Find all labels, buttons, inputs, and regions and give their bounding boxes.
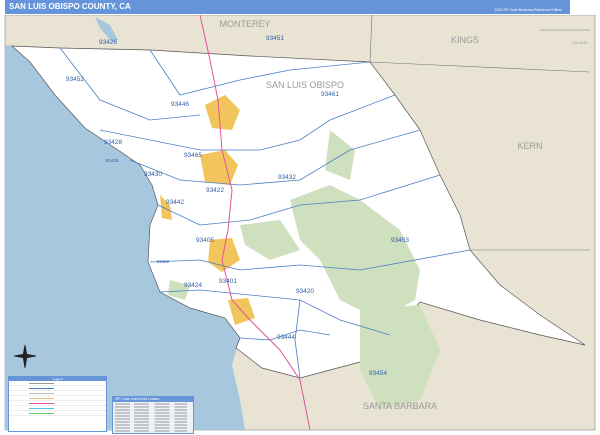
- zip-label: 93454: [369, 370, 387, 377]
- county-labels: MONTEREY KINGS TULARE SAN LUIS OBISPO KE…: [219, 19, 588, 411]
- label-kern: KERN: [517, 141, 542, 151]
- zip-label: 93446: [171, 101, 189, 108]
- publisher-logo: [571, 0, 599, 14]
- map-canvas[interactable]: MONTEREY KINGS TULARE SAN LUIS OBISPO KE…: [0, 15, 600, 435]
- zip-label: 93420: [296, 288, 314, 295]
- zip-label: 93405: [196, 237, 214, 244]
- legend-title: Legend: [9, 377, 106, 381]
- city-areas: [160, 95, 255, 325]
- zip-boundaries: [59, 47, 471, 379]
- zip-index-grid-locator: ZIP Code Index/Grid Locator: [112, 396, 194, 434]
- zip-label: 93453: [391, 237, 409, 244]
- zip-labels: 93426 93451 93452 93446 93461 93428 9346…: [66, 35, 409, 377]
- zip-label: 93435: [106, 158, 119, 163]
- zip-label: 93430: [144, 171, 162, 178]
- zip-label: 93401: [219, 278, 237, 285]
- zip-label: 93442: [166, 199, 184, 206]
- map-edition: 2020 ZIP Code Business Reference Edition: [494, 8, 562, 12]
- map-legend: Legend: [8, 376, 107, 432]
- label-tulare: TULARE: [572, 40, 588, 45]
- zip-label: 93402: [157, 259, 170, 264]
- map-title: SAN LUIS OBISPO COUNTY, CA: [9, 2, 131, 11]
- label-monterey: MONTEREY: [219, 19, 270, 29]
- zip-label: 93424: [184, 282, 202, 289]
- zip-label: 93452: [66, 76, 84, 83]
- zip-label: 93451: [266, 35, 284, 42]
- zip-label: 93461: [321, 91, 339, 98]
- reservoir: [95, 17, 118, 42]
- zip-label: 93432: [278, 174, 296, 181]
- zip-label: 93426: [99, 39, 117, 46]
- forest-areas: [168, 130, 440, 410]
- index-title: ZIP Code Index/Grid Locator: [113, 397, 193, 402]
- label-santa-barbara: SANTA BARBARA: [363, 401, 437, 411]
- header-bar: SAN LUIS OBISPO COUNTY, CA 2020 ZIP Code…: [5, 0, 570, 14]
- zip-label: 93428: [104, 139, 122, 146]
- zip-label: 93444: [277, 334, 295, 341]
- label-san-luis-obispo: SAN LUIS OBISPO: [266, 80, 344, 90]
- label-kings: KINGS: [451, 35, 479, 45]
- compass-rose-icon: [13, 344, 37, 369]
- county-lines-outside: [369, 15, 591, 251]
- ocean: [5, 45, 245, 430]
- highway-101: [199, 15, 311, 431]
- zip-label: 93422: [206, 187, 224, 194]
- zip-label: 93465: [184, 152, 202, 159]
